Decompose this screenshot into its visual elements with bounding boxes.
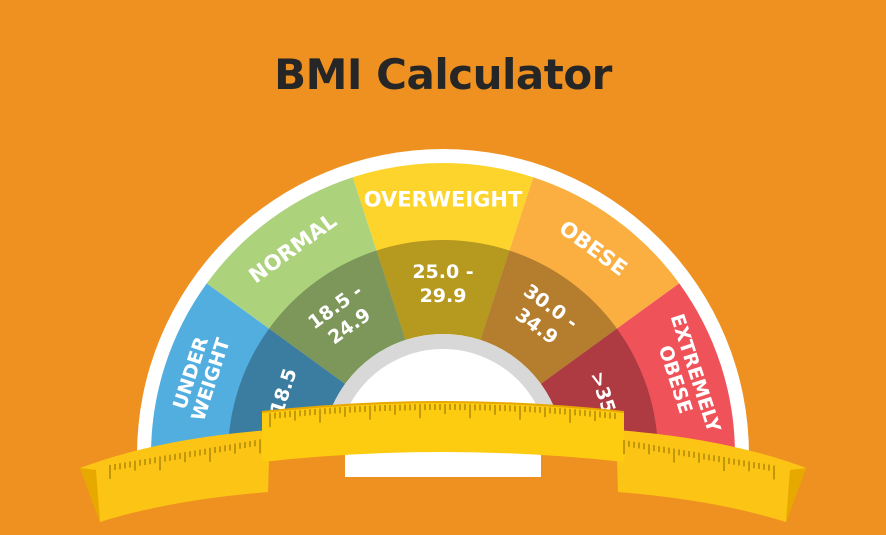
- segment-range-overweight: 25.0 -29.9: [412, 261, 473, 307]
- gauge-range-band-normal: [269, 250, 406, 384]
- gauge-segment-normal: [206, 177, 406, 384]
- segment-label-line: OVERWEIGHT: [364, 188, 523, 212]
- gauge-range-band-obese: [480, 250, 617, 384]
- gauge-segment-overweight: [352, 163, 534, 340]
- segment-label-overweight: OVERWEIGHT: [364, 188, 523, 212]
- segment-range-line: 29.9: [420, 285, 467, 307]
- measuring-tape-icon: [80, 401, 806, 522]
- gauge-range-band-overweight: [376, 240, 510, 340]
- gauge-segment-obese: [480, 177, 680, 384]
- page-title: BMI Calculator: [274, 50, 612, 99]
- segment-range-line: 25.0 -: [412, 261, 473, 283]
